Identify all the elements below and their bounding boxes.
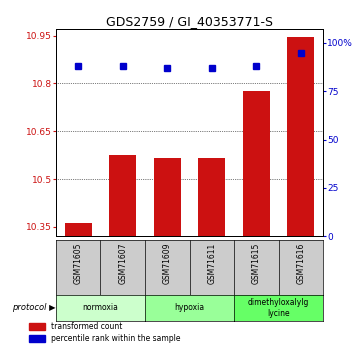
Text: percentile rank within the sample: percentile rank within the sample [51,334,180,343]
Text: protocol ▶: protocol ▶ [12,303,56,313]
Text: GSM71605: GSM71605 [74,243,83,284]
Text: GSM71609: GSM71609 [163,243,172,284]
Bar [287,37,314,236]
Text: normoxia: normoxia [83,303,118,313]
Bar [109,155,136,236]
Bar [154,158,180,236]
Bar [29,335,45,342]
Title: GDS2759 / GI_40353771-S: GDS2759 / GI_40353771-S [106,15,273,28]
Bar [65,223,92,236]
Text: GSM71611: GSM71611 [207,243,216,284]
Bar [243,91,270,236]
Bar [29,323,45,329]
Text: GSM71616: GSM71616 [296,243,305,284]
Text: dimethyloxalylg
lycine: dimethyloxalylg lycine [248,298,309,318]
Bar [199,158,225,236]
Text: transformed count: transformed count [51,322,122,331]
Text: hypoxia: hypoxia [174,303,205,313]
Text: GSM71607: GSM71607 [118,243,127,284]
Text: GSM71615: GSM71615 [252,243,261,284]
